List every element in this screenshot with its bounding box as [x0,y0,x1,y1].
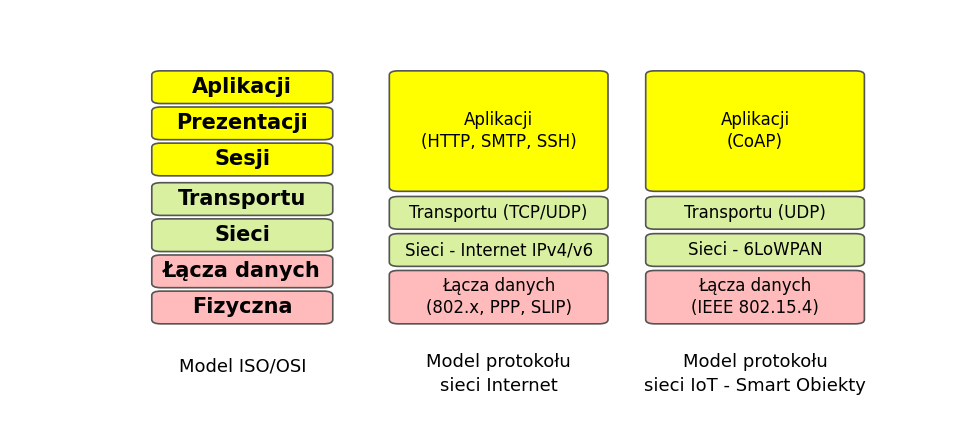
Text: Transportu (UDP): Transportu (UDP) [684,204,826,222]
FancyBboxPatch shape [152,219,333,252]
Text: Aplikacji
(HTTP, SMTP, SSH): Aplikacji (HTTP, SMTP, SSH) [420,111,577,151]
Text: Sieci - 6LoWPAN: Sieci - 6LoWPAN [688,241,822,259]
Text: Sesji: Sesji [214,149,270,169]
FancyBboxPatch shape [152,71,333,104]
FancyBboxPatch shape [152,143,333,176]
Text: Łącza danych: Łącza danych [163,261,321,281]
Text: Fizyczna: Fizyczna [192,298,293,317]
Text: Model protokołu
sieci Internet: Model protokołu sieci Internet [426,353,571,395]
FancyBboxPatch shape [152,255,333,288]
Text: Łącza danych
(IEEE 802.15.4): Łącza danych (IEEE 802.15.4) [691,277,819,317]
Text: Transportu: Transportu [178,189,306,209]
FancyBboxPatch shape [646,71,864,191]
FancyBboxPatch shape [152,291,333,324]
FancyBboxPatch shape [389,234,608,266]
Text: Aplikacji
(CoAP): Aplikacji (CoAP) [720,111,790,151]
Text: Model ISO/OSI: Model ISO/OSI [178,358,306,376]
Text: Prezentacji: Prezentacji [176,114,308,133]
FancyBboxPatch shape [646,197,864,229]
FancyBboxPatch shape [646,270,864,324]
Text: Model protokołu
sieci IoT - Smart Obiekty: Model protokołu sieci IoT - Smart Obiekt… [644,353,866,395]
FancyBboxPatch shape [646,234,864,266]
FancyBboxPatch shape [389,270,608,324]
FancyBboxPatch shape [152,183,333,215]
FancyBboxPatch shape [389,71,608,191]
Text: Aplikacji: Aplikacji [193,77,292,97]
Text: Łącza danych
(802.x, PPP, SLIP): Łącza danych (802.x, PPP, SLIP) [425,277,572,317]
FancyBboxPatch shape [389,197,608,229]
FancyBboxPatch shape [152,107,333,139]
Text: Sieci - Internet IPv4/v6: Sieci - Internet IPv4/v6 [405,241,593,259]
Text: Sieci: Sieci [214,225,270,245]
Text: Transportu (TCP/UDP): Transportu (TCP/UDP) [410,204,588,222]
